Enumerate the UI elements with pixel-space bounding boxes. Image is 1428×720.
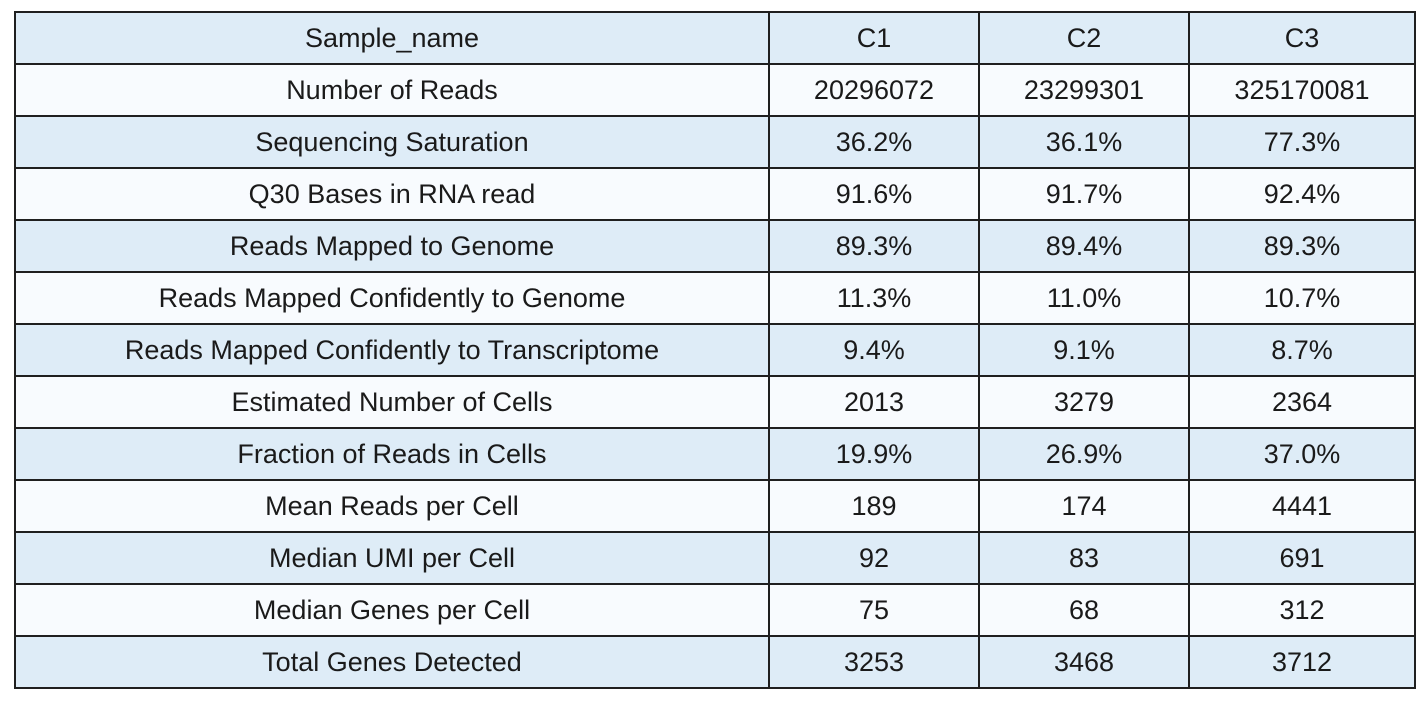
row-label: Median UMI per Cell [14, 531, 770, 585]
table-row: Reads Mapped Confidently to Genome 11.3%… [14, 271, 1416, 325]
cell-c1: 11.3% [768, 271, 980, 325]
cell-c2: 26.9% [978, 427, 1190, 481]
table-row: Median Genes per Cell 75 68 312 [14, 583, 1416, 637]
row-label: Estimated Number of Cells [14, 375, 770, 429]
cell-c2: 23299301 [978, 63, 1190, 117]
cell-c2: 83 [978, 531, 1190, 585]
cell-c3: 8.7% [1188, 323, 1416, 377]
cell-c3: 37.0% [1188, 427, 1416, 481]
cell-c1: 20296072 [768, 63, 980, 117]
cell-c1: 9.4% [768, 323, 980, 377]
cell-c2: 3468 [978, 635, 1190, 689]
row-label: Total Genes Detected [14, 635, 770, 689]
table-header-row: Sample_name C1 C2 C3 [14, 11, 1416, 65]
cell-c2: 36.1% [978, 115, 1190, 169]
table-row: Fraction of Reads in Cells 19.9% 26.9% 3… [14, 427, 1416, 481]
metrics-table: Sample_name C1 C2 C3 Number of Reads 202… [14, 11, 1416, 689]
cell-c3: 325170081 [1188, 63, 1416, 117]
cell-c3: 3712 [1188, 635, 1416, 689]
header-c3: C3 [1188, 11, 1416, 65]
row-label: Reads Mapped Confidently to Genome [14, 271, 770, 325]
row-label: Mean Reads per Cell [14, 479, 770, 533]
table-row: Reads Mapped Confidently to Transcriptom… [14, 323, 1416, 377]
table-row: Median UMI per Cell 92 83 691 [14, 531, 1416, 585]
cell-c1: 75 [768, 583, 980, 637]
row-label: Sequencing Saturation [14, 115, 770, 169]
cell-c1: 36.2% [768, 115, 980, 169]
cell-c3: 4441 [1188, 479, 1416, 533]
cell-c3: 89.3% [1188, 219, 1416, 273]
table-row: Total Genes Detected 3253 3468 3712 [14, 635, 1416, 689]
metrics-table-container: Sample_name C1 C2 C3 Number of Reads 202… [14, 11, 1416, 689]
cell-c1: 189 [768, 479, 980, 533]
cell-c2: 174 [978, 479, 1190, 533]
table-row: Sequencing Saturation 36.2% 36.1% 77.3% [14, 115, 1416, 169]
cell-c1: 19.9% [768, 427, 980, 481]
table-row: Reads Mapped to Genome 89.3% 89.4% 89.3% [14, 219, 1416, 273]
cell-c1: 3253 [768, 635, 980, 689]
cell-c2: 91.7% [978, 167, 1190, 221]
table-row: Number of Reads 20296072 23299301 325170… [14, 63, 1416, 117]
cell-c3: 691 [1188, 531, 1416, 585]
header-c1: C1 [768, 11, 980, 65]
header-c2: C2 [978, 11, 1190, 65]
cell-c2: 68 [978, 583, 1190, 637]
row-label: Q30 Bases in RNA read [14, 167, 770, 221]
table-row: Estimated Number of Cells 2013 3279 2364 [14, 375, 1416, 429]
cell-c1: 89.3% [768, 219, 980, 273]
row-label: Number of Reads [14, 63, 770, 117]
cell-c2: 9.1% [978, 323, 1190, 377]
row-label: Fraction of Reads in Cells [14, 427, 770, 481]
cell-c2: 89.4% [978, 219, 1190, 273]
cell-c2: 3279 [978, 375, 1190, 429]
table-row: Mean Reads per Cell 189 174 4441 [14, 479, 1416, 533]
cell-c3: 2364 [1188, 375, 1416, 429]
cell-c1: 2013 [768, 375, 980, 429]
row-label: Median Genes per Cell [14, 583, 770, 637]
row-label: Reads Mapped Confidently to Transcriptom… [14, 323, 770, 377]
row-label: Reads Mapped to Genome [14, 219, 770, 273]
cell-c3: 77.3% [1188, 115, 1416, 169]
cell-c2: 11.0% [978, 271, 1190, 325]
cell-c1: 92 [768, 531, 980, 585]
header-sample-name: Sample_name [14, 11, 770, 65]
cell-c3: 92.4% [1188, 167, 1416, 221]
cell-c1: 91.6% [768, 167, 980, 221]
cell-c3: 10.7% [1188, 271, 1416, 325]
table-row: Q30 Bases in RNA read 91.6% 91.7% 92.4% [14, 167, 1416, 221]
cell-c3: 312 [1188, 583, 1416, 637]
